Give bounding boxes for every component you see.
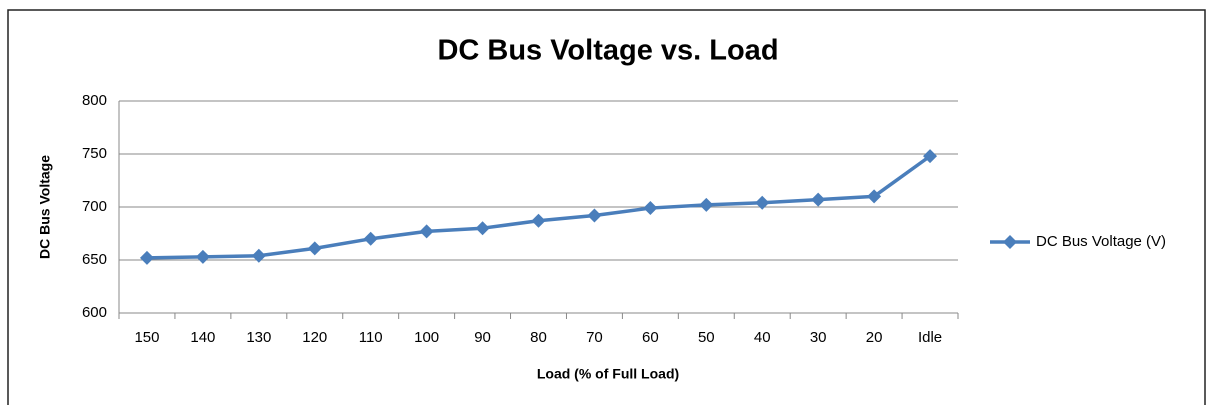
legend-marker — [1003, 235, 1017, 249]
x-tick-label: 70 — [586, 329, 603, 346]
point-marker — [755, 195, 770, 210]
x-tick-label: 140 — [190, 329, 215, 346]
point-marker — [923, 149, 938, 164]
x-tick-label: 60 — [642, 329, 659, 346]
point-marker — [699, 197, 714, 212]
legend-label: DC Bus Voltage (V) — [1036, 233, 1166, 250]
point-marker — [419, 224, 434, 239]
x-tick-label: 100 — [414, 329, 439, 346]
x-tick-label: Idle — [918, 329, 942, 346]
point-marker — [643, 201, 658, 216]
point-marker — [475, 221, 490, 236]
x-tick-label: 30 — [810, 329, 827, 346]
y-tick-label: 700 — [82, 198, 107, 215]
x-tick-label: 150 — [134, 329, 159, 346]
y-tick-label: 750 — [82, 145, 107, 162]
point-marker — [587, 208, 602, 223]
point-marker — [195, 249, 210, 264]
x-tick-label: 120 — [302, 329, 327, 346]
x-tick-label: 90 — [474, 329, 491, 346]
x-tick-label: 40 — [754, 329, 771, 346]
chart-frame — [7, 9, 1206, 410]
point-marker — [531, 213, 546, 228]
y-tick-label: 600 — [82, 304, 107, 321]
chart-title: DC Bus Voltage vs. Load — [437, 35, 778, 67]
y-axis-label: DC Bus Voltage — [37, 155, 53, 259]
x-axis-label: Load (% of Full Load) — [537, 366, 679, 382]
x-tick-label: 20 — [866, 329, 883, 346]
x-tick-label: 110 — [359, 329, 383, 346]
point-marker — [251, 248, 266, 263]
point-marker — [307, 241, 322, 256]
x-tick-label: 50 — [698, 329, 715, 346]
point-marker — [811, 192, 826, 207]
y-tick-label: 650 — [82, 251, 107, 268]
y-tick-label: 800 — [82, 92, 107, 109]
x-tick-label: 80 — [530, 329, 547, 346]
point-marker — [139, 250, 154, 265]
point-marker — [363, 231, 378, 246]
point-marker — [867, 189, 882, 204]
x-tick-label: 130 — [246, 329, 271, 346]
